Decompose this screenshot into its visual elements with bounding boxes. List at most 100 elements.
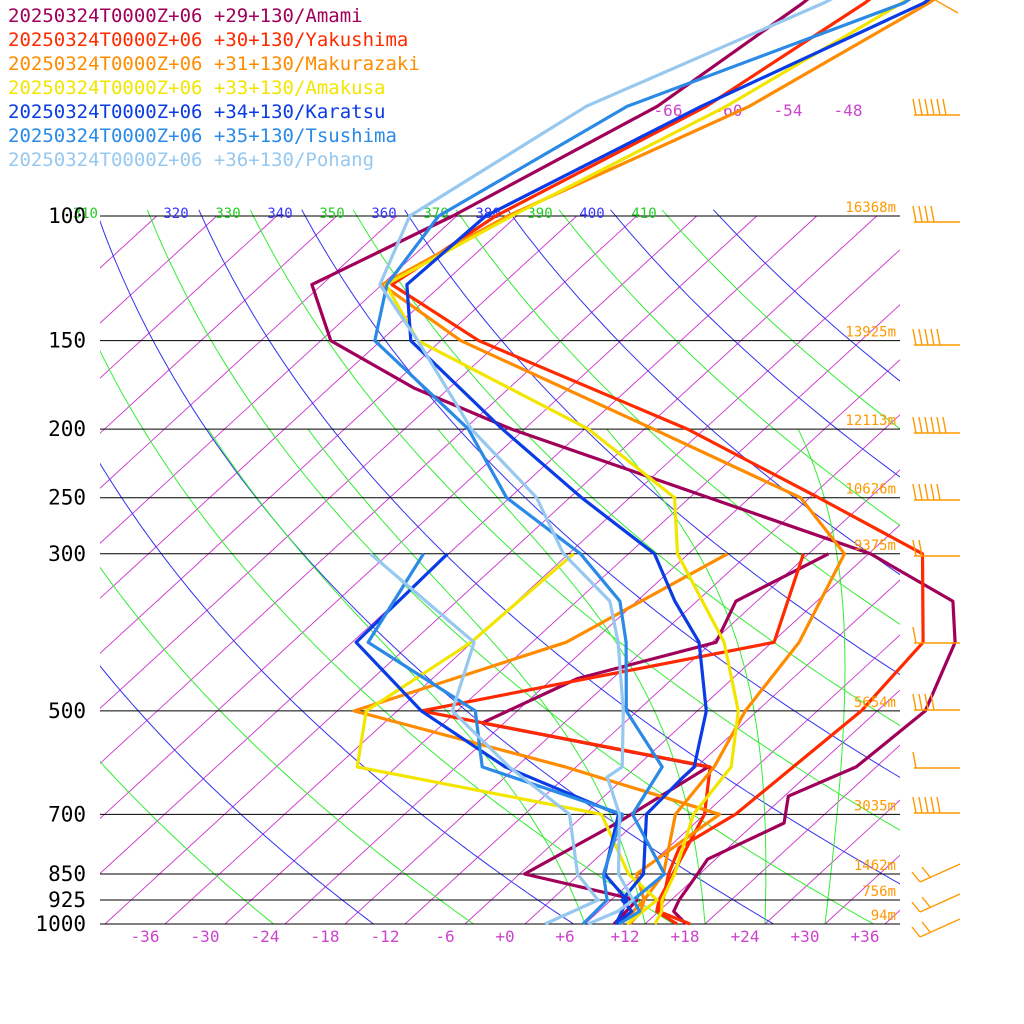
isotherm-line — [164, 249, 900, 924]
isotherm-line — [100, 215, 218, 324]
pressure-label: 100 — [48, 204, 86, 228]
isotherm-line — [704, 744, 900, 924]
height-labels: 16368m 13925m 12113m 10626m 9375m 5654m 3035m 1… — [845, 200, 896, 924]
theta-label: 360 — [371, 206, 396, 222]
wind-barb — [912, 626, 960, 644]
pressure-label: 500 — [48, 699, 86, 723]
pressure-label: 150 — [48, 329, 86, 353]
isotherm-line — [100, 215, 638, 710]
isotherm-line — [100, 215, 698, 765]
isotherm-line — [464, 524, 900, 924]
wind-barb — [933, 0, 959, 14]
wind-barb — [912, 693, 960, 711]
legend-entry-amami: 20250324T0000Z+06 +29+130/Amami — [8, 5, 363, 27]
temperature-tick-label: +6 — [555, 927, 574, 946]
height-label: 13925m — [845, 325, 896, 341]
height-label: 1462m — [854, 858, 896, 874]
height-label: 12113m — [845, 413, 896, 429]
dry-adiabat-line — [713, 209, 900, 382]
wind-barb — [912, 416, 960, 434]
temperature-tick-label: -24 — [251, 927, 280, 946]
theta-label: 340 — [267, 206, 292, 222]
dry-adiabat-line — [455, 209, 900, 625]
wind-barb — [912, 796, 960, 814]
pressure-label: 1000 — [35, 912, 86, 936]
moist-adiabat-line — [437, 428, 706, 924]
height-label: 756m — [862, 884, 896, 900]
pressure-label: 850 — [48, 862, 86, 886]
wind-barb — [912, 483, 960, 501]
isotherm-line — [824, 854, 900, 924]
legend: 20250324T0000Z+06 +29+130/Amami 20250324… — [8, 4, 420, 172]
dry-adiabat-line — [404, 209, 900, 676]
pressure-label: 200 — [48, 417, 86, 441]
upper-isotherm-label: -48 — [834, 101, 863, 120]
isotherm-line — [644, 689, 900, 924]
height-label: 5654m — [854, 695, 896, 711]
wind-barb — [912, 328, 960, 346]
isotherm-line — [524, 579, 900, 924]
height-label: 9375m — [854, 538, 896, 554]
moist-adiabat-line — [207, 428, 586, 924]
temperature-tick-label: -30 — [191, 927, 220, 946]
dry-adiabat-line — [100, 760, 275, 924]
dry-adiabat-line — [198, 209, 900, 885]
theta-label: 390 — [527, 206, 552, 222]
wind-barb — [911, 893, 961, 913]
dry-adiabat-line — [558, 209, 900, 527]
upper-isotherm-label: -60 — [714, 101, 743, 120]
temperature-tick-label: +18 — [671, 927, 700, 946]
temperature-tick-label: -12 — [371, 927, 400, 946]
profile-line-temperature — [384, 0, 910, 925]
theta-label: 400 — [579, 206, 604, 222]
height-label: 10626m — [845, 482, 896, 498]
theta-label: 350 — [319, 206, 344, 222]
theta-label: 410 — [631, 206, 656, 222]
theta-labels: 310 320 330 340 350 360 370 380 390 400 410 — [73, 206, 657, 222]
isotherm-line — [100, 215, 578, 654]
temperature-tick-label: -6 — [435, 927, 454, 946]
isotherm-line — [945, 216, 1024, 924]
theta-label: 370 — [423, 206, 448, 222]
dry-adiabat-line — [100, 566, 475, 924]
wind-barb — [912, 98, 960, 116]
profile-line-temperature — [378, 0, 834, 926]
temperature-tick-labels: -36 -30 -24 -18 -12 -6 +0 +6 +12 +18 +24 +30 +36 — [131, 927, 880, 946]
dry-adiabat-line — [100, 462, 575, 924]
temperature-tick-label: +30 — [791, 927, 820, 946]
isotherm-line — [100, 215, 338, 434]
legend-entry-karatsu: 20250324T0000Z+06 +34+130/Karatsu — [8, 101, 386, 123]
legend-entry-yakushima: 20250324T0000Z+06 +30+130/Yakushima — [8, 29, 409, 51]
isotherm-line — [884, 909, 900, 924]
dry-adiabat-line — [507, 209, 900, 576]
temperature-tick-label: +24 — [731, 927, 760, 946]
temperature-tick-label: +0 — [495, 927, 514, 946]
profile-line-temperature — [310, 0, 957, 926]
isotherm-line — [584, 634, 900, 924]
pressure-label: 300 — [48, 542, 86, 566]
wind-barb — [912, 539, 960, 557]
temperature-tick-label: -18 — [311, 927, 340, 946]
profile-line-dewpoint — [366, 552, 625, 926]
isotherm-line — [284, 359, 900, 924]
height-label: 3035m — [854, 798, 896, 814]
isotherm-line — [100, 215, 518, 599]
isotherm-line — [404, 469, 900, 924]
profile-line-temperature — [380, 0, 936, 926]
profile-line-temperature — [390, 0, 925, 926]
isotherm-line — [764, 799, 900, 924]
isotherm-line — [100, 215, 758, 820]
theta-label: 320 — [163, 206, 188, 222]
pressure-label: 925 — [48, 888, 86, 912]
legend-entry-amakusa: 20250324T0000Z+06 +33+130/Amakusa — [8, 77, 386, 99]
background-lines — [100, 209, 1024, 924]
legend-entry-tsushima: 20250324T0000Z+06 +35+130/Tsushima — [8, 125, 397, 147]
isotherm-line — [100, 215, 398, 489]
pressure-label: 250 — [48, 486, 86, 510]
temperature-tick-label: +12 — [611, 927, 640, 946]
dry-adiabat-line — [100, 665, 375, 924]
dry-adiabat-line — [249, 209, 900, 831]
profile-line-dewpoint — [354, 552, 629, 925]
